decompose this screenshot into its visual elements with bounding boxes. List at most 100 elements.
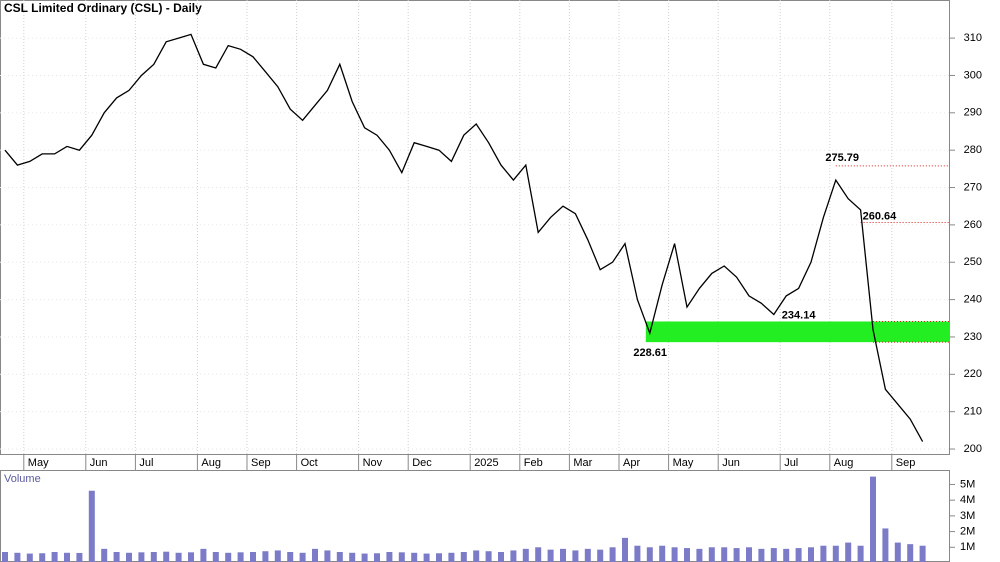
volume-bar [510,550,517,562]
volume-bar [299,552,306,562]
volume-bar [423,553,430,562]
x-tick-label: Sep [251,457,271,469]
y-tick-label: 4M [960,494,975,506]
volume-bar [274,550,281,562]
volume-bar [88,490,95,562]
volume-bar [870,476,876,562]
volume-bar [324,550,331,562]
support-zone [645,321,950,343]
y-tick-label: 210 [964,406,982,418]
y-tick-label: 280 [964,144,982,156]
volume-bar [783,548,790,562]
x-tick-label: Jul [784,457,798,469]
x-tick-label: Aug [834,457,854,469]
volume-bar [659,545,666,562]
volume-bar [2,552,8,562]
volume-bar [708,547,715,562]
y-tick-label: 3M [960,510,975,522]
volume-bar [138,552,145,562]
volume-bar [907,544,914,562]
annotation: 234.14 [782,309,817,321]
x-tick-label: Apr [623,457,640,469]
x-tick-label: Oct [301,457,318,469]
volume-bar [76,552,83,562]
x-tick-label: Jun [722,457,740,469]
x-tick-label: Mar [573,457,592,469]
y-tick-label: 260 [964,219,982,231]
volume-bar [622,537,628,562]
volume-bar [634,545,641,562]
volume-bar [460,552,467,562]
volume-bar [175,552,182,562]
annotation: 260.64 [863,210,898,222]
volume-bar [163,551,170,562]
volume-bar [733,548,740,562]
volume-bar [398,552,405,562]
y-tick-label: 300 [964,69,982,81]
volume-bar [200,548,207,562]
y-tick-label: 290 [964,107,982,119]
volume-bar [386,552,393,562]
volume-bar [51,552,58,562]
x-tick-label: Jul [139,457,153,469]
volume-bar [560,548,566,562]
volume-bar [597,549,604,562]
volume-bar [684,548,690,562]
x-tick-label: 2025 [474,457,498,469]
y-tick-label: 230 [964,331,982,343]
volume-bar [436,553,442,562]
volume-bar [919,545,926,562]
volume-bar [832,545,839,562]
volume-bar [126,552,132,562]
volume-bar [671,547,678,562]
volume-bar [498,552,504,562]
x-tick-label: Nov [363,457,383,469]
volume-bar [101,548,108,562]
volume-bar [26,553,33,562]
x-tick-label: Aug [201,457,221,469]
x-tick-label: Feb [524,457,543,469]
volume-bar [237,552,244,562]
volume-bar [225,552,232,562]
x-tick-label: May [28,457,49,469]
x-tick-label: May [673,457,694,469]
volume-bar [609,547,616,562]
volume-bar [250,552,256,562]
volume-bar [485,551,492,562]
volume-bar [808,547,814,562]
volume-panel [0,470,950,562]
y-tick-label: 240 [964,294,982,306]
volume-bar [150,552,157,562]
volume-bar [646,547,653,562]
y-tick-label: 200 [964,443,982,455]
y-tick-label: 270 [964,181,982,193]
volume-bar [361,553,368,562]
volume-bar [857,545,864,562]
volume-title: Volume [4,473,41,485]
volume-bar [39,553,46,562]
y-tick-label: 5M [960,478,975,490]
volume-bar [894,542,901,562]
volume-bar [820,545,827,562]
volume-bar [746,547,752,562]
volume-bar [758,548,765,562]
volume-bar [448,552,455,562]
y-tick-label: 250 [964,256,982,268]
volume-bar [584,548,591,562]
x-tick-label: Dec [412,457,432,469]
x-tick-label: Jun [90,457,108,469]
volume-bar [113,552,120,562]
volume-bar [312,548,318,562]
y-tick-label: 220 [964,368,982,380]
y-tick-label: 2M [960,525,975,537]
y-tick-label: 310 [964,32,982,44]
volume-bar [882,528,889,562]
volume-bar [349,552,356,562]
volume-bar [411,552,418,562]
volume-bar [212,552,219,562]
annotation: 228.61 [633,347,667,359]
volume-bar [374,553,380,562]
volume-bar [770,548,777,562]
